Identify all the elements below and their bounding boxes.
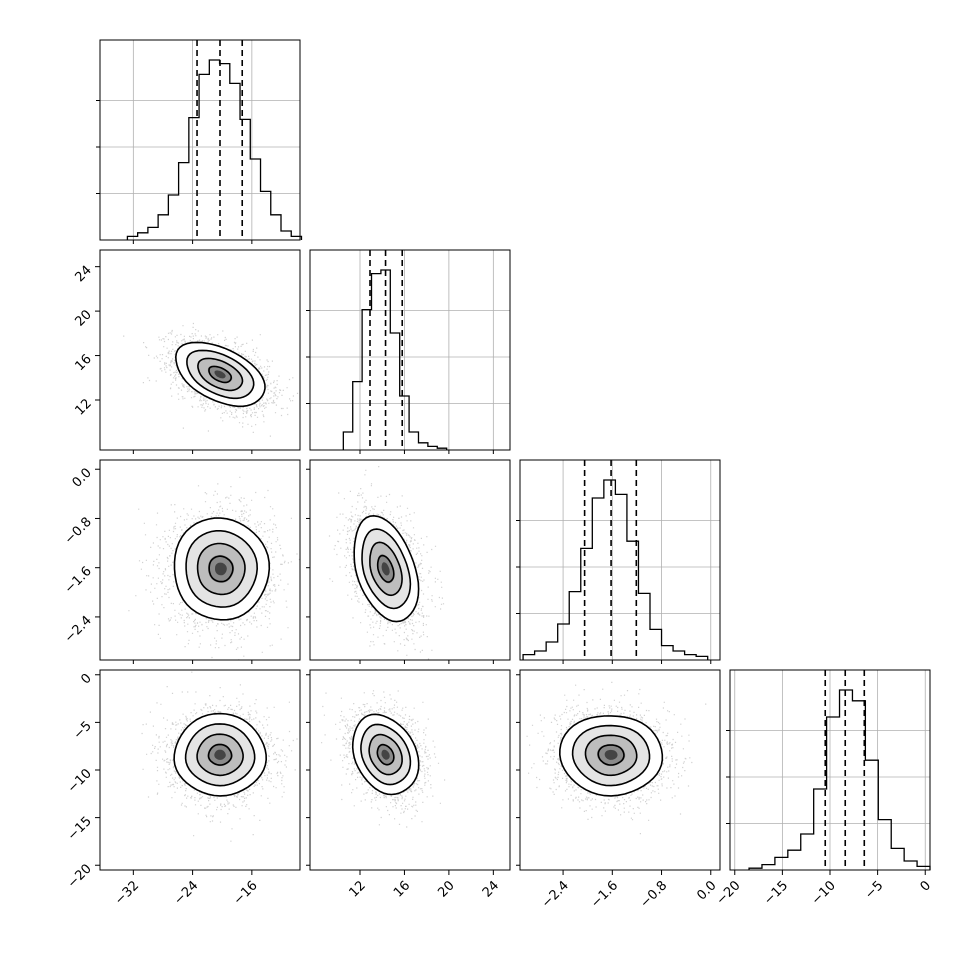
x-tick-label: −16 — [231, 878, 261, 908]
x-tick-label: 12 — [347, 878, 369, 900]
density-band-4 — [604, 749, 618, 760]
y-tick-label: 20 — [73, 307, 95, 329]
y-tick-label: −5 — [71, 719, 95, 743]
x-tick-label: 24 — [480, 878, 502, 900]
contour-2 — [369, 541, 403, 597]
histogram-0 — [126, 59, 303, 240]
contour-3 — [597, 744, 625, 766]
contour-1 — [360, 723, 412, 786]
x-tick-label: −5 — [862, 878, 886, 902]
y-tick-label: 12 — [73, 396, 95, 418]
data-layer — [123, 40, 931, 870]
contour-2 — [584, 734, 638, 777]
x-tick-label: 0 — [918, 878, 934, 894]
contour-2 — [368, 733, 403, 776]
density-band-4 — [381, 749, 390, 760]
histogram-2 — [522, 479, 709, 660]
contour-2 — [196, 733, 244, 777]
y-tick-label: −20 — [65, 861, 95, 891]
contour-3 — [208, 555, 234, 583]
contour-1 — [186, 349, 255, 400]
y-tick-label: −10 — [65, 766, 95, 796]
y-tick-label: −15 — [65, 814, 95, 844]
contour-0 — [353, 514, 420, 623]
contour-0 — [173, 517, 271, 621]
density-band-4 — [215, 562, 227, 576]
contour-2 — [196, 542, 246, 596]
contour-1 — [185, 530, 259, 608]
contour-3 — [376, 743, 395, 766]
density-band-4 — [214, 370, 226, 379]
y-tick-label: −0.8 — [62, 515, 95, 548]
panel-frame — [309, 249, 511, 451]
histogram-1 — [342, 269, 448, 450]
contour-3 — [207, 743, 233, 766]
panel-frame — [99, 39, 301, 241]
y-tick-label: 16 — [73, 352, 95, 374]
x-tick-label: −15 — [761, 878, 791, 908]
contour-1 — [361, 528, 412, 610]
sample-points — [123, 322, 299, 437]
x-tick-label: 16 — [391, 878, 413, 900]
contour-1 — [571, 724, 651, 787]
contour-3 — [376, 554, 395, 583]
panel-2-0 — [128, 476, 300, 660]
y-tick-label: −2.4 — [62, 613, 95, 646]
panel-2-1 — [328, 466, 445, 660]
density-band-4 — [381, 562, 390, 576]
x-tick-label: −32 — [112, 878, 142, 908]
x-tick-label: −20 — [714, 878, 744, 908]
contour-0 — [174, 341, 266, 408]
histogram-3 — [748, 689, 931, 870]
y-tick-label: 0.0 — [70, 465, 95, 490]
panel-frame — [99, 249, 301, 451]
contour-0 — [173, 712, 268, 797]
contour-1 — [184, 723, 256, 787]
contour-0 — [351, 713, 420, 796]
grid-layer — [100, 40, 930, 870]
x-tick-label: −24 — [171, 878, 201, 908]
panel-3-1 — [321, 690, 446, 828]
x-tick-label: −2.4 — [539, 878, 572, 911]
y-tick-label: 0 — [78, 671, 94, 687]
x-tick-label: −1.6 — [588, 878, 621, 911]
panel-3-2 — [526, 681, 707, 835]
panel-frame — [99, 459, 301, 661]
panel-1-0 — [123, 322, 299, 437]
contour-2 — [197, 357, 244, 392]
sample-points — [321, 690, 446, 828]
contour-0 — [558, 715, 664, 797]
panel-frame — [519, 459, 721, 661]
density-band-4 — [214, 749, 226, 760]
x-tick-label: −10 — [809, 878, 839, 908]
contour-3 — [208, 365, 232, 384]
panel-3-0 — [141, 671, 300, 842]
x-tick-label: −0.8 — [637, 878, 670, 911]
y-tick-label: −1.6 — [62, 564, 95, 597]
y-tick-label: 24 — [73, 263, 95, 285]
panel-frame — [309, 459, 511, 661]
x-tick-label: 20 — [435, 878, 457, 900]
